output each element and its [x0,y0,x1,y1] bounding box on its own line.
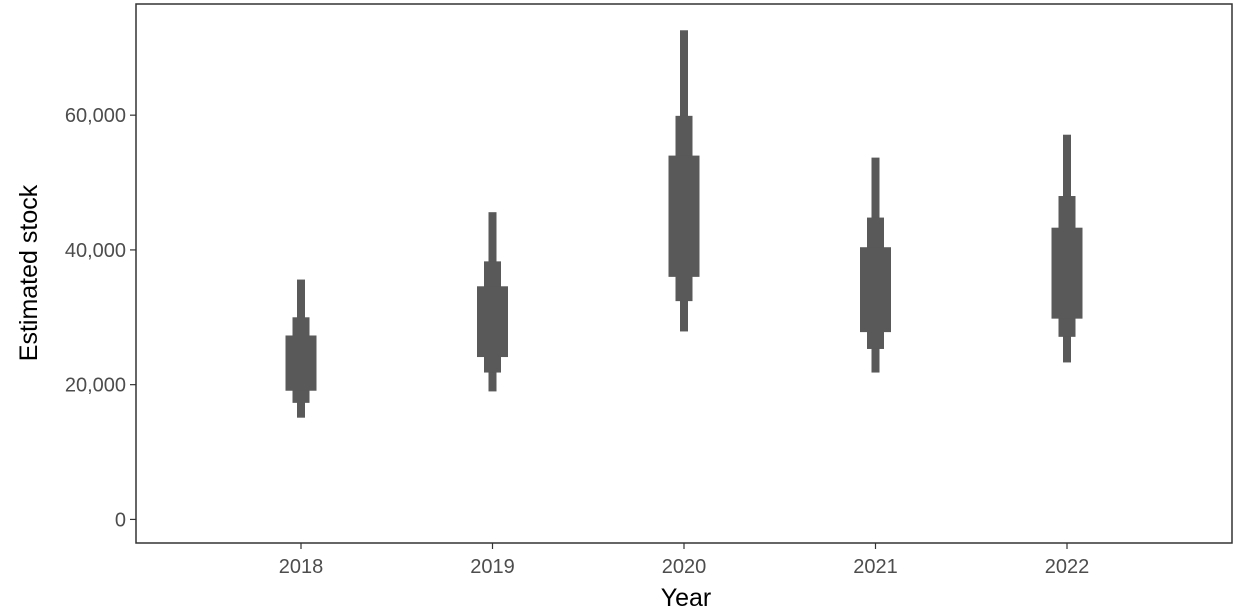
x-tick-label: 2020 [662,556,707,578]
x-axis-title: Year [661,584,712,612]
x-tick-label: 2019 [470,556,515,578]
interval-inner-2022 [1051,227,1083,319]
y-axis-title: Estimated stock [15,184,43,361]
y-tick-label: 0 [115,509,126,531]
interval-marks [285,30,1083,418]
y-tick-label: 40,000 [65,240,126,262]
interval-inner-2018 [285,335,317,391]
x-axis: 2018 2019 2020 2021 2022 [279,543,1090,578]
y-tick-label: 20,000 [65,375,126,397]
x-tick-label: 2018 [279,556,324,578]
interval-inner-2021 [860,247,891,333]
x-tick-label: 2022 [1045,556,1090,578]
interval-inner-2019 [477,286,508,358]
interval-inner-2020 [668,155,700,277]
y-tick-label: 60,000 [65,105,126,127]
x-tick-label: 2021 [853,556,898,578]
y-axis: 0 20,000 40,000 60,000 [65,105,136,531]
